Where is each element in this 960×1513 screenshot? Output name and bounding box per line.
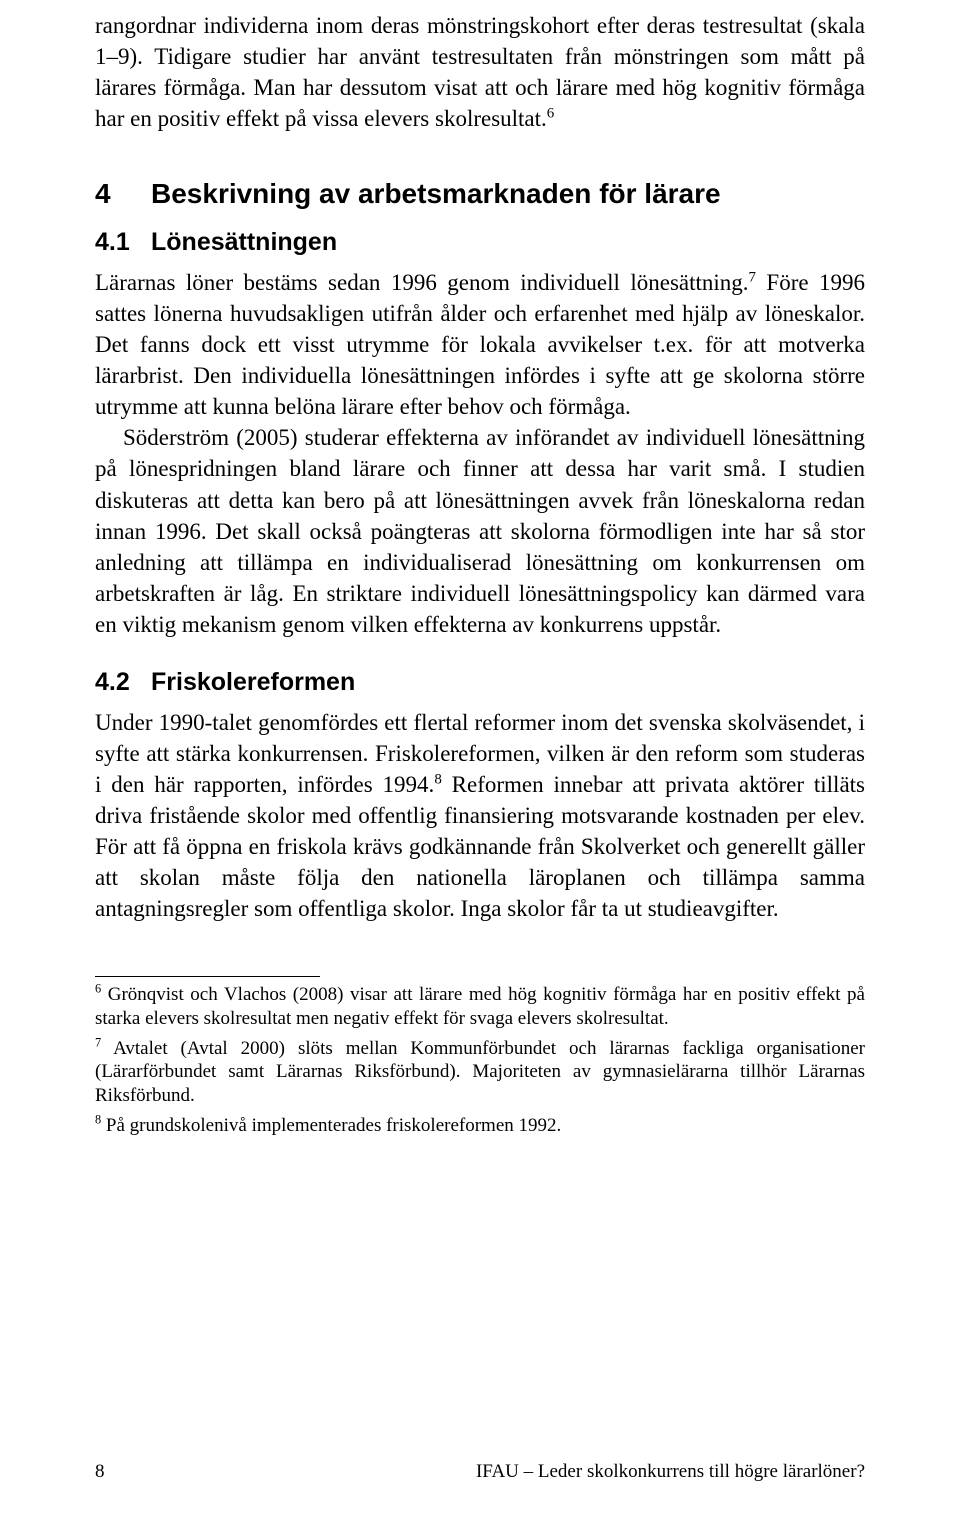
page-footer: 8 IFAU – Leder skolkonkurrens till högre… xyxy=(95,1461,865,1483)
section-4-1-title: Lönesättningen xyxy=(151,228,337,257)
p3-text: Söderström (2005) studerar effekterna av… xyxy=(95,425,865,636)
section-4-heading: 4 Beskrivning av arbetsmarknaden för lär… xyxy=(95,178,865,210)
section-4-2-title: Friskolereformen xyxy=(151,668,355,697)
footnote-separator xyxy=(95,976,320,977)
footnote-6-text: Grönqvist och Vlachos (2008) visar att l… xyxy=(95,984,865,1029)
footnote-ref-6: 6 xyxy=(547,105,554,121)
section-4-1-paragraph-1: Lärarnas löner bestäms sedan 1996 genom … xyxy=(95,267,865,422)
section-4-2-number: 4.2 xyxy=(95,668,151,697)
section-4-2-paragraph-1: Under 1990-talet genomfördes ett flertal… xyxy=(95,707,865,924)
p2a-text: Lärarnas löner bestäms sedan 1996 genom … xyxy=(95,270,749,295)
page-number: 8 xyxy=(95,1461,105,1483)
section-4-number: 4 xyxy=(95,178,151,210)
footer-source: IFAU – Leder skolkonkurrens till högre l… xyxy=(476,1461,865,1483)
section-4-1-paragraph-2: Söderström (2005) studerar effekterna av… xyxy=(95,422,865,639)
footnote-7: 7 Avtalet (Avtal 2000) slöts mellan Komm… xyxy=(95,1037,865,1108)
section-4-2-heading: 4.2 Friskolereformen xyxy=(95,668,865,697)
footnote-8: 8 På grundskolenivå implementerades fris… xyxy=(95,1114,865,1138)
section-4-title: Beskrivning av arbetsmarknaden för lärar… xyxy=(151,178,721,210)
footnote-ref-8: 8 xyxy=(434,771,441,787)
footnote-8-text: På grundskolenivå implementerades frisko… xyxy=(101,1115,561,1136)
footnote-6: 6 Grönqvist och Vlachos (2008) visar att… xyxy=(95,983,865,1031)
footnote-7-text: Avtalet (Avtal 2000) slöts mellan Kommun… xyxy=(95,1038,865,1107)
section-4-1-heading: 4.1 Lönesättningen xyxy=(95,228,865,257)
intro-text: rangordnar individerna inom deras mönstr… xyxy=(95,13,865,131)
intro-paragraph: rangordnar individerna inom deras mönstr… xyxy=(95,10,865,134)
section-4-1-number: 4.1 xyxy=(95,228,151,257)
footnote-ref-7: 7 xyxy=(749,270,756,286)
